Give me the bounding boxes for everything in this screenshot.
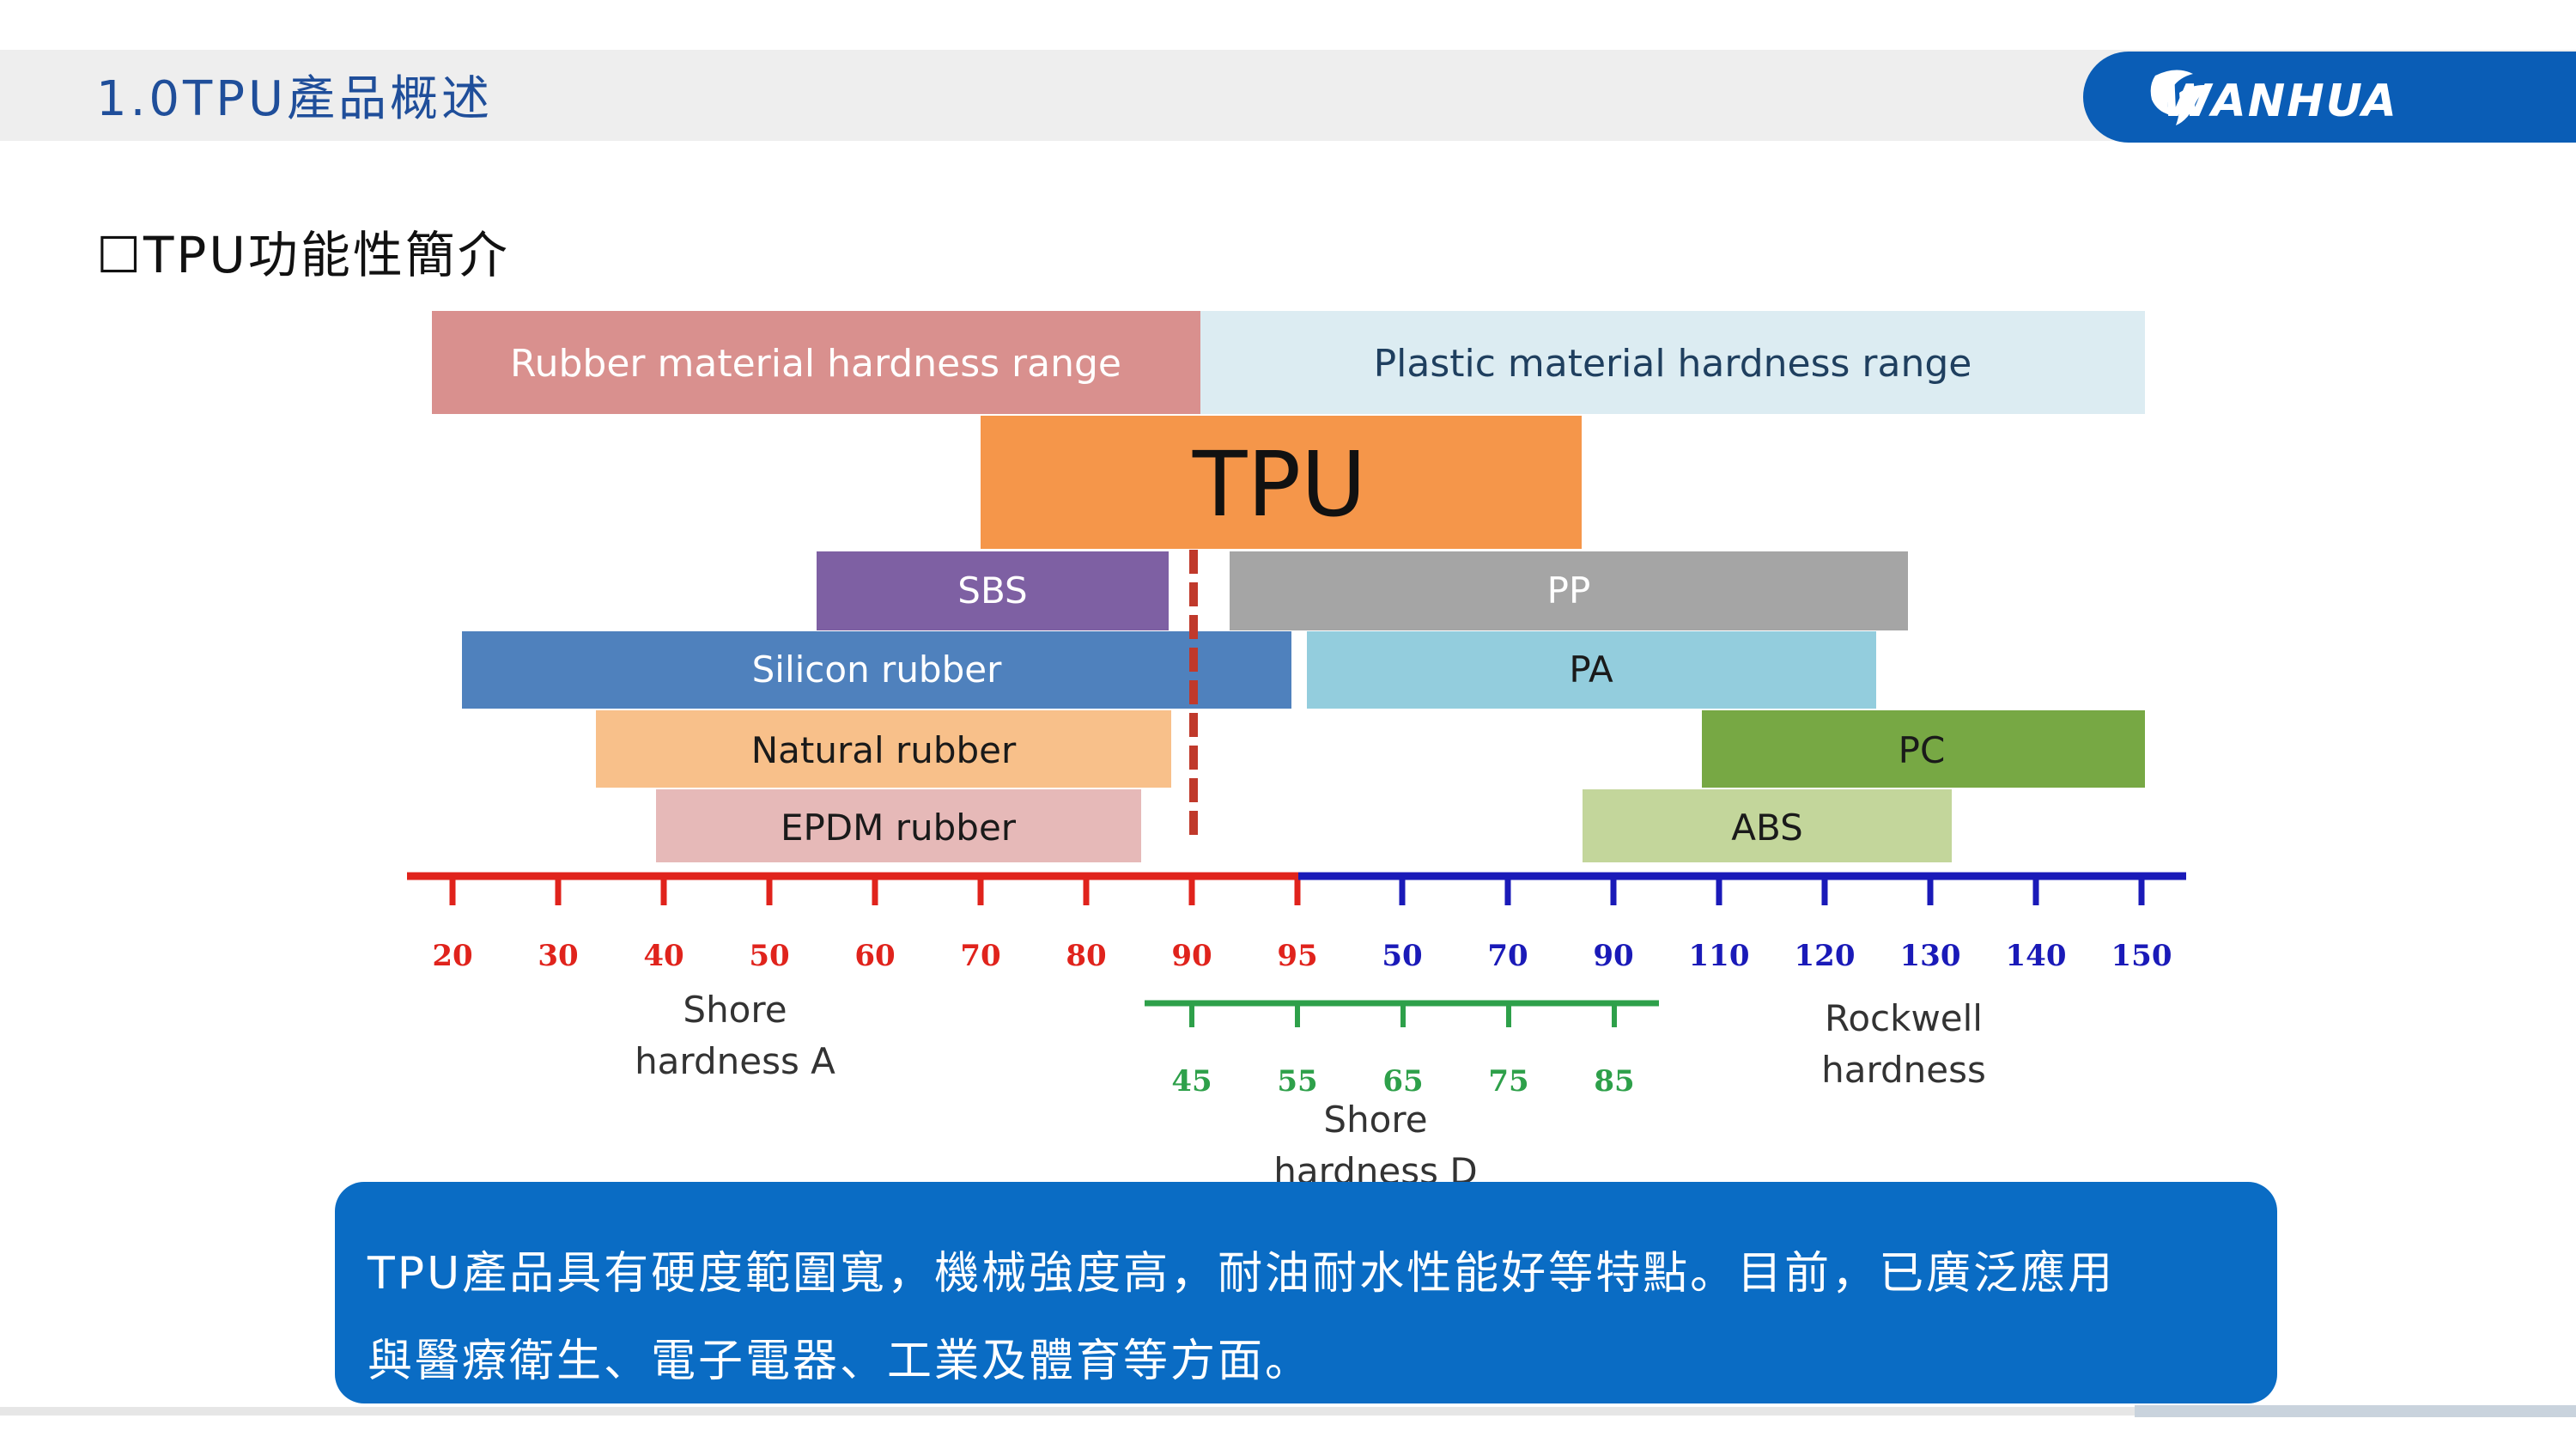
shore-a-label-line2: hardness A — [635, 1040, 835, 1082]
tick-label: 120 — [1795, 939, 1856, 973]
shore-a-axis: 20 30 40 50 60 70 80 90 95 — [407, 872, 1318, 973]
tick-label: 70 — [1487, 939, 1528, 973]
epdm-rubber-bar — [656, 789, 1141, 862]
epdm-rubber-label: EPDM rubber — [781, 807, 1017, 849]
tick-label: 110 — [1689, 939, 1750, 973]
pp-bar — [1230, 551, 1908, 630]
summary-line-1: TPU產品具有硬度範圍寬，機械強度高，耐油耐水性能好等特點。目前，已廣泛應用 — [368, 1248, 2116, 1300]
tick-label: 50 — [749, 939, 789, 973]
abs-label: ABS — [1731, 807, 1802, 849]
sbs-label: SBS — [957, 569, 1027, 612]
shore-a-label-line1: Shore — [683, 989, 787, 1031]
logo-text: WANHUA — [2162, 76, 2398, 127]
tick-label: 55 — [1277, 1064, 1317, 1099]
rubber-range-header — [432, 311, 1200, 414]
tick-label: 90 — [1593, 939, 1633, 973]
shore-d-axis: 45 55 65 75 85 — [1145, 1000, 1659, 1099]
tick-label: 45 — [1171, 1064, 1212, 1099]
rubber-range-label: Rubber material hardness range — [510, 342, 1121, 386]
plastic-range-header — [1200, 311, 2145, 414]
tick-label: 60 — [854, 939, 895, 973]
natural-rubber-label: Natural rubber — [751, 729, 1017, 771]
footer-accent — [2135, 1405, 2576, 1417]
rockwell-label-line2: hardness — [1821, 1049, 1986, 1091]
pp-label: PP — [1547, 569, 1591, 612]
plastic-range-label: Plastic material hardness range — [1374, 342, 1972, 386]
tick-label: 80 — [1066, 939, 1106, 973]
tick-label: 50 — [1382, 939, 1422, 973]
tpu-label: TPU — [1192, 432, 1366, 537]
tick-label: 130 — [1900, 939, 1961, 973]
pa-bar — [1307, 631, 1876, 709]
summary-line-2: 與醫療衛生、電子電器、工業及體育等方面。 — [368, 1336, 1313, 1387]
pc-bar — [1702, 710, 2145, 788]
footer-line — [0, 1407, 2576, 1416]
tick-label: 20 — [432, 939, 472, 973]
rockwell-label-line1: Rockwell — [1825, 997, 1983, 1039]
tick-label: 75 — [1488, 1064, 1528, 1099]
tick-label: 65 — [1382, 1064, 1423, 1099]
page-title: 1.0TPU產品概述 — [96, 71, 494, 127]
summary-box — [335, 1182, 2277, 1403]
tick-label: 95 — [1277, 939, 1317, 973]
section-title: ☐TPU功能性簡介 — [96, 226, 510, 284]
tick-label: 90 — [1171, 939, 1212, 973]
tick-label: 140 — [2006, 939, 2067, 973]
rockwell-axis: 50 70 90 110 120 130 140 150 — [1298, 872, 2186, 973]
tick-label: 40 — [643, 939, 683, 973]
tpu-bar — [981, 416, 1582, 549]
tick-label: 30 — [538, 939, 578, 973]
tick-label: 150 — [2111, 939, 2172, 973]
pa-label: PA — [1569, 648, 1613, 691]
silicon-rubber-label: Silicon rubber — [752, 648, 1002, 691]
abs-bar — [1583, 789, 1952, 862]
sbs-bar — [817, 551, 1169, 630]
natural-rubber-bar — [596, 710, 1171, 788]
hardness-diagram: Rubber material hardness range Plastic m… — [407, 311, 2186, 1192]
shore-d-label-line1: Shore — [1323, 1099, 1427, 1141]
tick-label: 85 — [1594, 1064, 1634, 1099]
silicon-rubber-bar — [462, 631, 1291, 709]
pc-label: PC — [1899, 729, 1946, 771]
wanhua-logo-icon — [2150, 70, 2212, 125]
tick-label: 70 — [960, 939, 1000, 973]
